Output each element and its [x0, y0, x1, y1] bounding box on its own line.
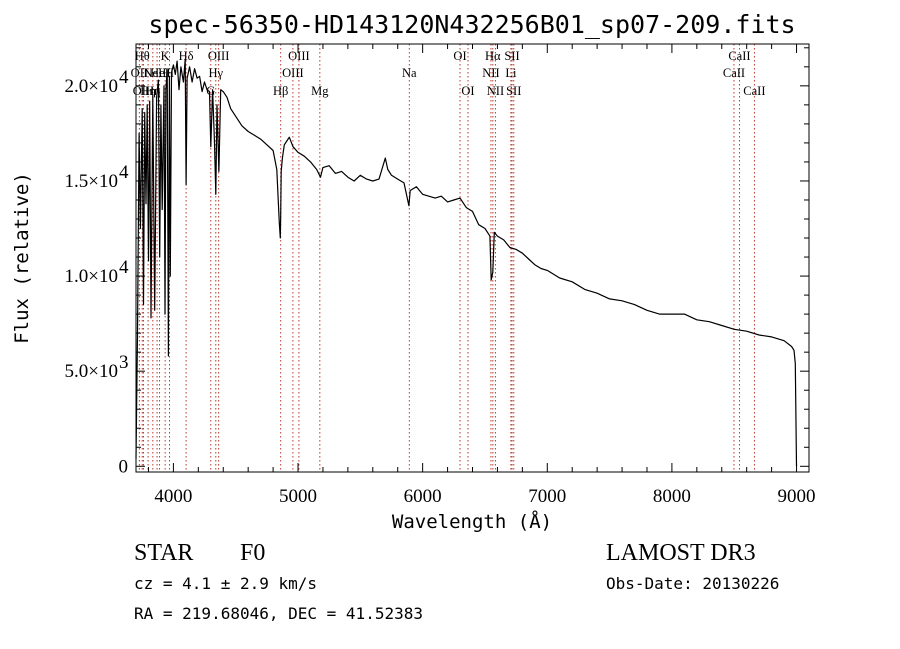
y-tick-label: 1.0×10 — [65, 266, 118, 287]
line-label: CaII — [728, 49, 750, 63]
x-tick-label: 7000 — [528, 486, 566, 507]
line-label: CaII — [743, 84, 765, 98]
line-label: Hα — [485, 49, 501, 63]
line-label: CaII — [723, 66, 745, 80]
line-label: K — [161, 49, 170, 63]
y-tick-exponent: 4 — [119, 67, 129, 88]
plot-frame — [135, 43, 810, 473]
line-label: NII — [487, 84, 504, 98]
y-tick-exponent: 4 — [119, 162, 129, 183]
y-tick-exponent: 3 — [119, 352, 129, 373]
line-label: HeI — [150, 66, 169, 80]
line-label: Hγ — [208, 66, 223, 80]
line-label: OIII — [208, 49, 230, 63]
line-label: Hη — [140, 84, 156, 98]
line-label: Hβ — [273, 84, 288, 98]
x-tick-label: 8000 — [653, 486, 691, 507]
x-axis: 4000 5000 6000 7000 8000 9000 — [147, 44, 816, 507]
line-label: Hδ — [179, 49, 194, 63]
y-axis: 05.0×10 31.0×10 41.5×10 42.0×10 4 — [65, 47, 809, 477]
line-label: OIII — [133, 84, 155, 98]
y-tick-label: 1.5×10 — [65, 171, 118, 192]
line-label: OIII — [288, 49, 310, 63]
y-tick-label: 0 — [119, 456, 129, 477]
line-label: SII — [506, 84, 521, 98]
chart-title: spec-56350-HD143120N432256B01_sp07-209.f… — [148, 10, 795, 39]
y-axis-label: Flux (relative) — [11, 172, 33, 344]
x-tick-label: 9000 — [778, 486, 816, 507]
coords-text: RA = 219.68046, DEC = 41.52383 — [134, 604, 423, 623]
line-label: OIII — [282, 66, 304, 80]
obs-date-text: Obs-Date: 20130226 — [606, 574, 779, 593]
line-label: G — [206, 84, 215, 98]
line-label: H — [165, 66, 174, 80]
line-label: Hθ — [135, 49, 150, 63]
subclass: F0 — [240, 540, 265, 566]
spectral-line-markers — [138, 44, 755, 472]
redshift-text: cz = 4.1 ± 2.9 km/s — [134, 574, 317, 593]
line-label: NeIII — [144, 66, 171, 80]
line-label: Li — [505, 66, 517, 80]
object-type: STAR — [134, 540, 193, 566]
survey-name: LAMOST DR3 — [606, 540, 756, 566]
x-tick-label: 5000 — [279, 486, 317, 507]
y-tick-label: 5.0×10 — [65, 361, 118, 382]
x-tick-label: 4000 — [154, 486, 192, 507]
line-label: NII — [482, 66, 499, 80]
spectrum-series-line — [135, 58, 798, 467]
line-label: OII — [131, 66, 148, 80]
y-tick-exponent: 4 — [119, 257, 129, 278]
line-label: SII — [504, 49, 519, 63]
line-label: OI — [461, 84, 474, 98]
line-label: Mg — [311, 84, 329, 98]
line-label: OI — [453, 49, 466, 63]
line-label: Na — [402, 66, 417, 80]
x-tick-label: 6000 — [404, 486, 442, 507]
x-axis-label: Wavelength (Å) — [392, 510, 552, 533]
spectral-line-labels: OIIHθOIIIHηHηNeIIIHeIKHHδGHγOIIIHβOIIIOI… — [131, 49, 766, 98]
y-tick-label: 2.0×10 — [65, 76, 118, 97]
